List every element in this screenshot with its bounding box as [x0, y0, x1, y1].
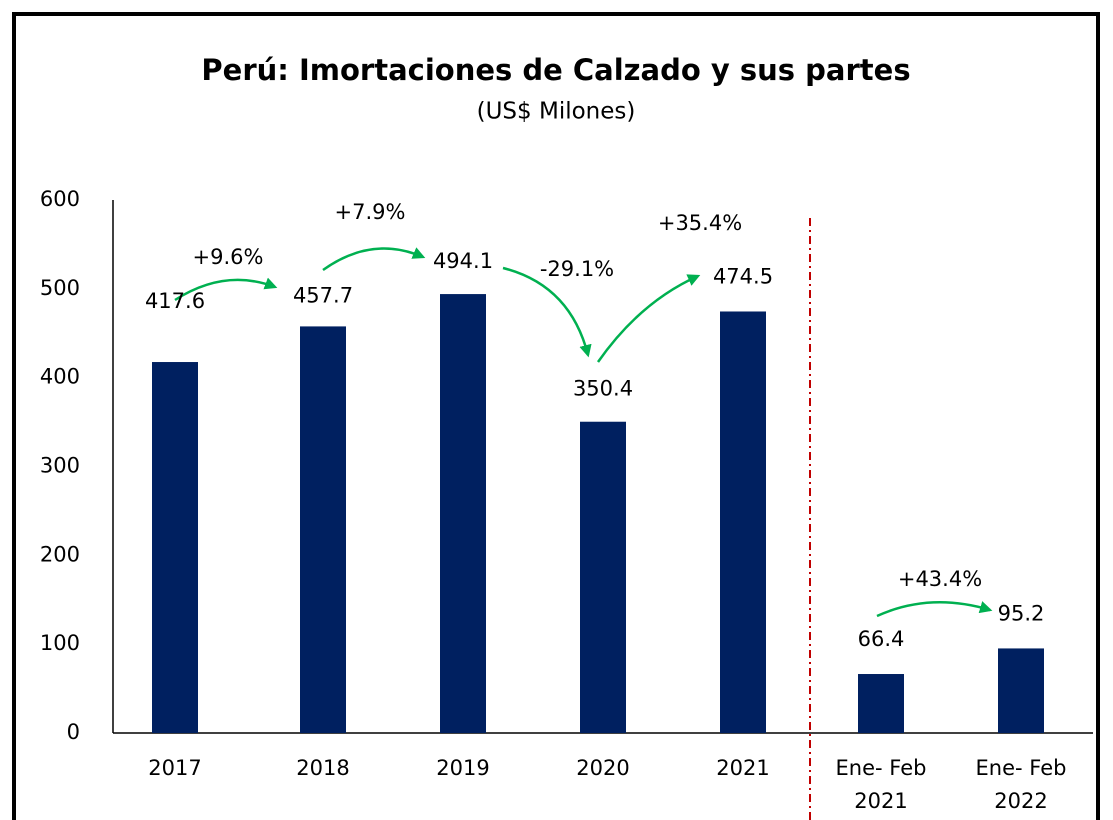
growth-label: +43.4%	[898, 567, 982, 591]
y-tick-label: 0	[67, 720, 80, 744]
chart-subtitle: (US$ Milones)	[477, 99, 636, 125]
bar	[152, 362, 198, 733]
x-tick-label: Ene- Feb	[976, 756, 1067, 780]
arrow	[596, 274, 701, 363]
y-tick-label: 400	[40, 365, 80, 389]
x-tick-label: 2019	[436, 756, 489, 780]
value-label: 494.1	[433, 249, 493, 273]
bar	[440, 294, 486, 733]
bar	[858, 674, 904, 733]
bar	[300, 326, 346, 733]
y-tick-label: 100	[40, 631, 80, 655]
value-label: 66.4	[858, 627, 905, 651]
bar	[580, 421, 626, 733]
arrow	[174, 277, 278, 302]
value-label: 457.7	[293, 283, 353, 307]
x-tick-label: 2020	[576, 756, 629, 780]
x-tick-label: 2021	[854, 789, 907, 813]
growth-label: +35.4%	[658, 211, 742, 235]
growth-label: +7.9%	[335, 200, 406, 224]
arrows	[174, 247, 993, 618]
bar	[720, 311, 766, 733]
bar	[998, 648, 1044, 733]
x-tick-label: 2018	[296, 756, 349, 780]
value-label: 350.4	[573, 377, 633, 401]
value-label: 95.2	[998, 601, 1045, 625]
arrow	[322, 247, 426, 272]
y-tick-label: 500	[40, 276, 80, 300]
x-tick-label: 2021	[716, 756, 769, 780]
value-label: 417.6	[145, 289, 205, 313]
value-label: 474.5	[713, 264, 773, 288]
x-tick-label: Ene- Feb	[836, 756, 927, 780]
growth-label: -29.1%	[540, 257, 614, 281]
chart-title: Perú: Imortaciones de Calzado y sus part…	[201, 53, 910, 87]
arrow	[502, 266, 592, 358]
arrow	[876, 601, 993, 618]
y-tick-label: 300	[40, 454, 80, 478]
growth-label: +9.6%	[193, 245, 264, 269]
x-tick-label: 2017	[148, 756, 201, 780]
x-tick-label: 2022	[994, 789, 1047, 813]
y-tick-label: 600	[40, 187, 80, 211]
y-tick-label: 200	[40, 542, 80, 566]
